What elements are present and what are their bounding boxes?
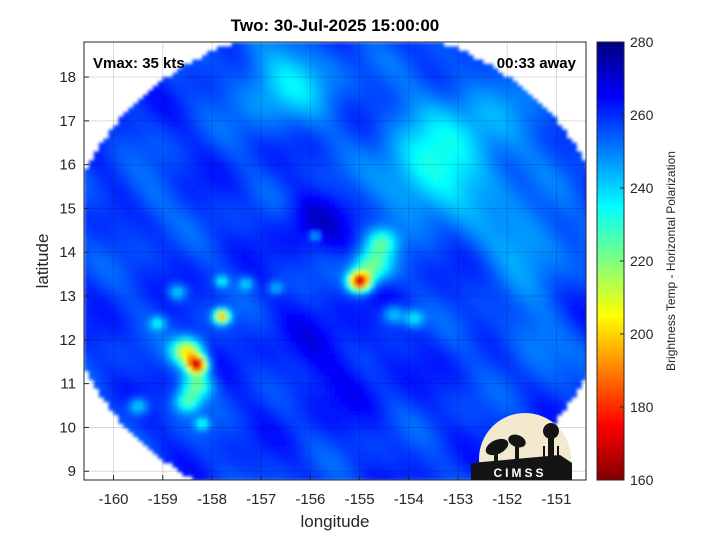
time-away-annotation: 00:33 away (497, 55, 577, 72)
y-tick-label: 17 (59, 113, 76, 130)
chart-title: Two: 30-Jul-2025 15:00:00 (231, 16, 440, 35)
colorbar-tick-label: 220 (630, 253, 654, 269)
y-tick-label: 18 (59, 69, 76, 86)
y-tick-label: 14 (59, 244, 76, 261)
colorbar-label: Brightness Temp - Horizontal Polarizatio… (664, 151, 678, 371)
colorbar-ticks: 160 180 200 220 240 260 280 (620, 34, 654, 488)
x-tick-label: -157 (246, 491, 276, 508)
colorbar-tick-label: 240 (630, 180, 654, 196)
cimss-logo: CIMSS (471, 413, 572, 480)
y-axis-label: latitude (33, 234, 52, 289)
x-axis: -160 -159 -158 -157 -156 -155 -154 -153 -152 -151 (99, 475, 571, 508)
colorbar-tick-label: 280 (630, 34, 654, 50)
y-tick-label: 15 (59, 200, 76, 217)
y-axis: 9 10 11 12 13 14 15 16 17 18 (59, 69, 89, 480)
x-tick-label: -154 (394, 491, 424, 508)
x-tick-label: -160 (99, 491, 129, 508)
x-axis-label: longitude (300, 512, 369, 531)
x-tick-label: -152 (492, 491, 522, 508)
x-tick-label: -159 (148, 491, 178, 508)
colorbar (596, 41, 625, 481)
y-tick-label: 13 (59, 288, 76, 305)
x-tick-label: -151 (541, 491, 571, 508)
x-tick-label: -156 (295, 491, 325, 508)
plot-frame (83, 41, 587, 481)
x-tick-label: -158 (197, 491, 227, 508)
y-tick-label: 9 (68, 463, 76, 480)
x-tick-label: -153 (443, 491, 473, 508)
colorbar-tick-label: 180 (630, 399, 654, 415)
vmax-annotation: Vmax: 35 kts (93, 55, 185, 72)
x-tick-label: -155 (345, 491, 375, 508)
colorbar-tick-label: 200 (630, 326, 654, 342)
y-tick-label: 16 (59, 157, 76, 174)
brightness-temperature-field (84, 42, 586, 480)
y-tick-label: 12 (59, 332, 76, 349)
y-tick-label: 10 (59, 419, 76, 436)
colorbar-tick-label: 260 (630, 107, 654, 123)
colorbar-tick-label: 160 (630, 472, 654, 488)
y-tick-label: 11 (60, 376, 76, 393)
cimss-logo-text: CIMSS (493, 466, 546, 480)
